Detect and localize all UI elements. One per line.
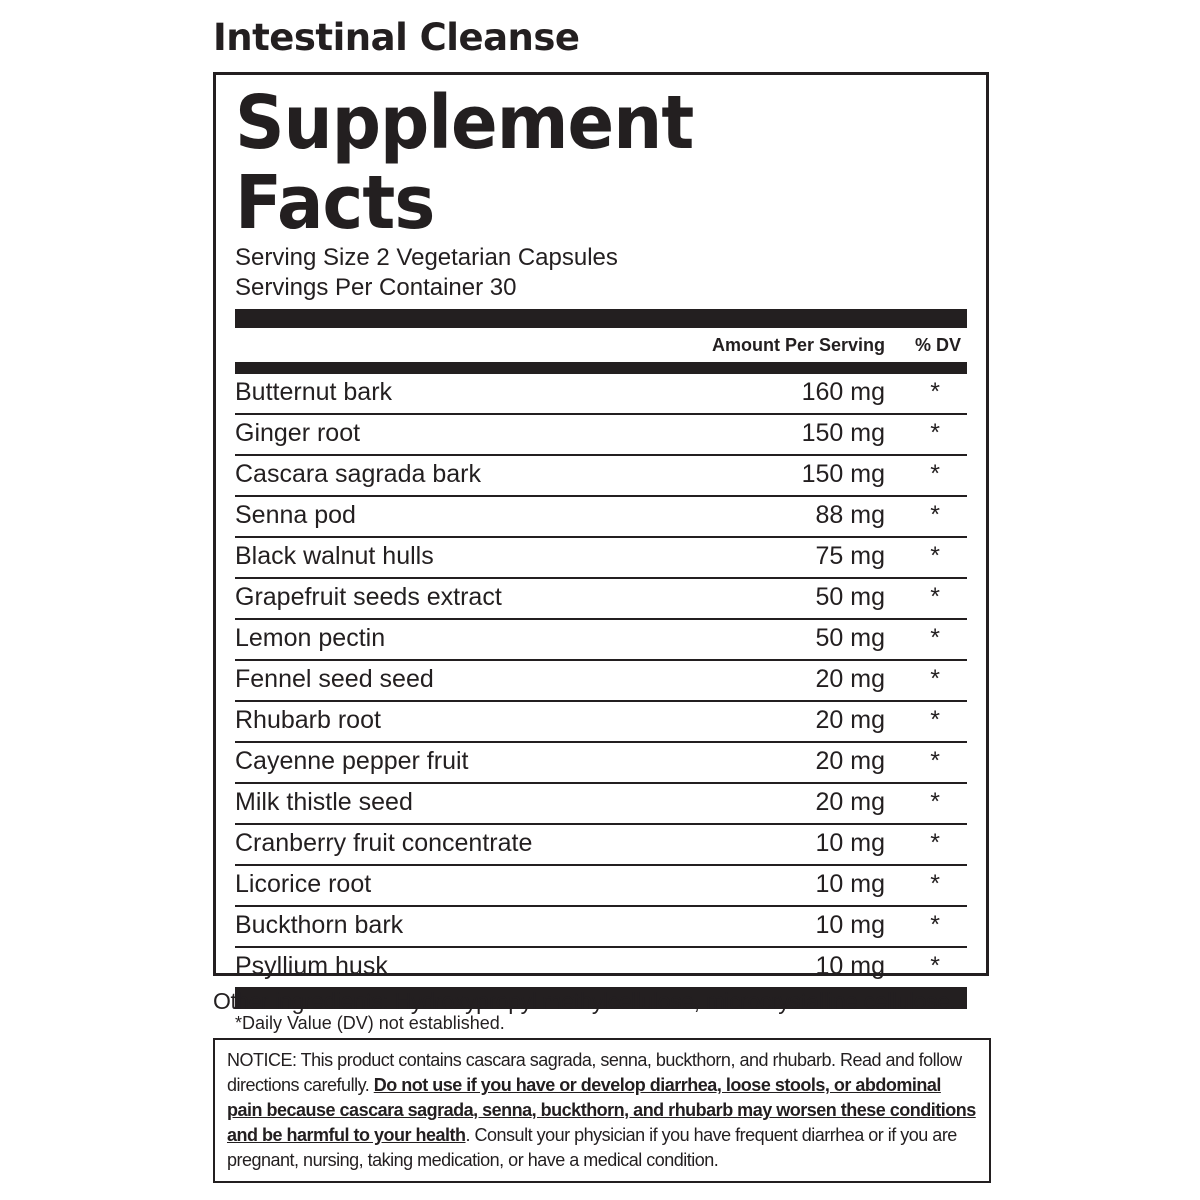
ingredient-name: Psyllium husk	[235, 952, 388, 980]
ingredient-row: Black walnut hulls 75 mg *	[235, 538, 967, 579]
ingredient-amount: 50 mg	[815, 624, 885, 652]
ingredient-dv: *	[930, 747, 940, 775]
ingredient-rows: Butternut bark 160 mg * Ginger root 150 mg * C…	[235, 374, 967, 987]
ingredient-dv: *	[930, 952, 940, 980]
thick-rule	[235, 309, 967, 328]
ingredient-dv: *	[930, 501, 940, 529]
footnote: *Daily Value (DV) not established.	[235, 1013, 505, 1033]
ingredient-dv: *	[930, 829, 940, 857]
ingredient-amount: 75 mg	[815, 542, 885, 570]
ingredient-dv: *	[930, 870, 940, 898]
amount-header: Amount Per Serving	[711, 335, 885, 355]
ingredient-row: Buckthorn bark 10 mg *	[235, 907, 967, 948]
ingredient-row: Senna pod 88 mg *	[235, 497, 967, 538]
ingredient-amount: 20 mg	[815, 665, 885, 693]
ingredient-name: Senna pod	[235, 501, 356, 529]
ingredient-row: Rhubarb root 20 mg *	[235, 702, 967, 743]
ingredient-name: Grapefruit seeds extract	[235, 583, 502, 611]
ingredient-name: Cascara sagrada bark	[235, 460, 481, 488]
notice-warning: Do not use if you have or develop diarrh…	[227, 1075, 976, 1145]
ingredient-name: Butternut bark	[235, 378, 393, 406]
ingredient-dv: *	[930, 665, 940, 693]
ingredient-dv: *	[930, 542, 940, 570]
ingredient-row: Lemon pectin 50 mg *	[235, 620, 967, 661]
ingredient-row: Fennel seed seed 20 mg *	[235, 661, 967, 702]
ingredient-name: Cayenne pepper fruit	[235, 747, 469, 775]
notice-text: . Consult your physician if you have fre…	[227, 1125, 957, 1170]
product-title: Intestinal Cleanse	[213, 16, 580, 59]
ingredient-dv: *	[930, 419, 940, 447]
ingredient-name: Rhubarb root	[235, 706, 381, 734]
ingredient-row: Licorice root 10 mg *	[235, 866, 967, 907]
ingredient-dv: *	[930, 378, 940, 406]
ingredient-name: Ginger root	[235, 419, 361, 447]
facts-heading: Supplement Facts	[235, 80, 694, 246]
ingredient-name: Licorice root	[235, 870, 372, 898]
ingredient-name: Lemon pectin	[235, 624, 386, 652]
notice-box: NOTICE: This product contains cascara sa…	[213, 1038, 991, 1183]
facts-inner: Supplement Facts Serving Size 2 Vegetari…	[235, 75, 967, 1034]
ingredient-dv: *	[930, 460, 940, 488]
dv-header: % DV	[914, 335, 961, 355]
ingredient-amount: 20 mg	[815, 706, 885, 734]
ingredient-row: Milk thistle seed 20 mg *	[235, 784, 967, 825]
facts-box: Supplement Facts Serving Size 2 Vegetari…	[213, 72, 989, 1033]
ingredient-row: Cranberry fruit concentrate 10 mg *	[235, 825, 967, 866]
medium-rule	[235, 362, 967, 374]
ingredient-amount: 10 mg	[815, 829, 885, 857]
serving-size: Serving Size 2 Vegetarian Capsules	[235, 244, 618, 271]
ingredient-row: Butternut bark 160 mg *	[235, 374, 967, 415]
ingredient-name: Fennel seed seed	[235, 665, 434, 693]
ingredient-name: Milk thistle seed	[235, 788, 413, 816]
ingredient-dv: *	[930, 788, 940, 816]
ingredient-amount: 20 mg	[815, 788, 885, 816]
ingredient-dv: *	[930, 624, 940, 652]
ingredient-row: Cayenne pepper fruit 20 mg *	[235, 743, 967, 784]
ingredient-name: Cranberry fruit concentrate	[235, 829, 533, 857]
ingredient-amount: 88 mg	[815, 501, 885, 529]
thick-rule	[235, 987, 967, 1009]
ingredient-amount: 20 mg	[815, 747, 885, 775]
notice-text: NOTICE: This product contains cascara sa…	[227, 1050, 962, 1095]
ingredient-dv: *	[930, 583, 940, 611]
ingredient-row: Psyllium husk 10 mg *	[235, 948, 967, 987]
ingredient-row: Ginger root 150 mg *	[235, 415, 967, 456]
ingredient-row: Cascara sagrada bark 150 mg *	[235, 456, 967, 497]
ingredient-amount: 10 mg	[815, 870, 885, 898]
ingredient-dv: *	[930, 706, 940, 734]
ingredient-amount: 50 mg	[815, 583, 885, 611]
ingredient-amount: 160 mg	[801, 378, 885, 406]
other-ingredients: Other ingredients: Hydroxypropyl methylc…	[213, 988, 956, 1014]
ingredient-dv: *	[930, 911, 940, 939]
ingredient-name: Black walnut hulls	[235, 542, 434, 570]
servings-per-container: Servings Per Container 30	[235, 274, 517, 301]
column-header: Amount Per Serving % DV	[235, 328, 967, 362]
ingredient-row: Grapefruit seeds extract 50 mg *	[235, 579, 967, 620]
ingredient-amount: 150 mg	[801, 419, 885, 447]
ingredient-name: Buckthorn bark	[235, 911, 404, 939]
ingredient-amount: 10 mg	[815, 911, 885, 939]
ingredient-amount: 10 mg	[815, 952, 885, 980]
ingredient-amount: 150 mg	[801, 460, 885, 488]
